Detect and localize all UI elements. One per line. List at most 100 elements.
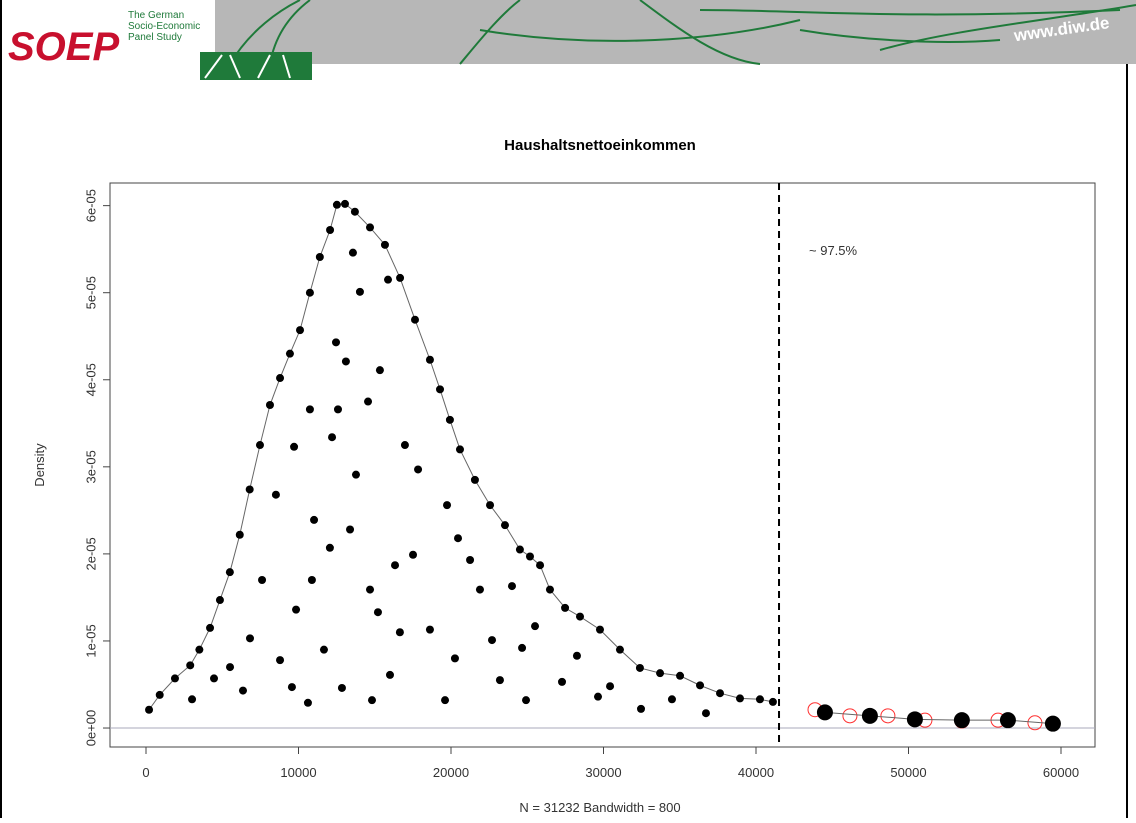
point <box>536 561 545 570</box>
banner-lines <box>229 0 1136 65</box>
point <box>906 711 923 728</box>
point <box>271 490 280 499</box>
point <box>206 623 215 632</box>
point <box>436 385 445 394</box>
logo: SOEP <box>8 25 119 69</box>
point <box>450 654 459 663</box>
point <box>414 465 423 474</box>
x-tick-label: 50000 <box>890 765 926 780</box>
point <box>215 596 224 605</box>
x-axis-label: N = 31232 Bandwidth = 800 <box>519 800 680 815</box>
point <box>170 674 179 683</box>
point <box>325 543 334 552</box>
point <box>238 686 247 695</box>
point <box>303 698 312 707</box>
point <box>696 681 705 690</box>
y-tick-label: 4e-05 <box>83 363 98 396</box>
point <box>155 690 164 699</box>
point <box>307 576 316 585</box>
point <box>315 253 324 262</box>
point <box>816 704 833 721</box>
tagline: The German <box>128 10 184 21</box>
point <box>195 645 204 654</box>
point <box>455 445 464 454</box>
point <box>880 708 896 724</box>
annotation: ~ 97.5% <box>809 243 858 258</box>
point <box>595 625 604 634</box>
point <box>531 622 540 631</box>
y-tick-label: 5e-05 <box>83 276 98 309</box>
point <box>351 470 360 479</box>
point <box>384 275 393 284</box>
point <box>667 695 676 704</box>
point <box>332 200 341 209</box>
point <box>637 704 646 713</box>
point <box>395 628 404 637</box>
point <box>525 552 534 561</box>
banner-lines <box>204 54 291 79</box>
point <box>326 226 335 235</box>
point <box>572 651 581 660</box>
density-line <box>148 203 774 711</box>
point <box>768 697 777 706</box>
x-tick-label: 0 <box>142 765 149 780</box>
point <box>285 349 294 358</box>
point <box>561 603 570 612</box>
point <box>367 696 376 705</box>
point <box>445 415 454 424</box>
point <box>466 555 475 564</box>
y-tick-label: 0e+00 <box>83 710 98 747</box>
point <box>735 694 744 703</box>
point <box>145 705 154 714</box>
point <box>333 405 342 414</box>
point <box>350 207 359 216</box>
point <box>558 677 567 686</box>
density-line <box>824 711 1053 725</box>
y-axis-label: Density <box>32 443 47 487</box>
point <box>310 515 319 524</box>
point <box>341 199 350 208</box>
x-tick-label: 10000 <box>280 765 316 780</box>
point <box>366 223 375 232</box>
point <box>255 441 264 450</box>
point <box>495 676 504 685</box>
point <box>337 683 346 692</box>
point <box>290 442 299 451</box>
point <box>305 288 314 297</box>
tagline: Panel Study <box>128 32 182 43</box>
point <box>500 521 509 530</box>
point <box>276 374 285 383</box>
x-tick-label: 30000 <box>585 765 621 780</box>
point <box>635 663 644 672</box>
banner <box>215 0 1136 64</box>
point <box>319 645 328 654</box>
point <box>348 248 357 257</box>
point <box>594 692 603 701</box>
y-tick-label: 2e-05 <box>83 537 98 570</box>
x-tick-label: 40000 <box>738 765 774 780</box>
point <box>522 696 531 705</box>
point <box>409 550 418 559</box>
point <box>842 708 858 724</box>
point <box>258 576 267 585</box>
point <box>186 661 195 670</box>
chart-title: Haushaltsnettoeinkommen <box>504 137 696 154</box>
point <box>400 441 409 450</box>
point <box>276 656 285 665</box>
point <box>443 501 452 510</box>
point <box>676 671 685 680</box>
point <box>545 585 554 594</box>
point <box>576 612 585 621</box>
y-tick-label: 3e-05 <box>83 450 98 483</box>
point <box>411 315 420 324</box>
x-tick-label: 60000 <box>1043 765 1079 780</box>
point <box>425 625 434 634</box>
y-tick-label: 1e-05 <box>83 624 98 657</box>
point <box>364 397 373 406</box>
point <box>355 287 364 296</box>
point <box>488 636 497 645</box>
point <box>518 643 527 652</box>
point <box>346 525 355 534</box>
point <box>454 534 463 543</box>
